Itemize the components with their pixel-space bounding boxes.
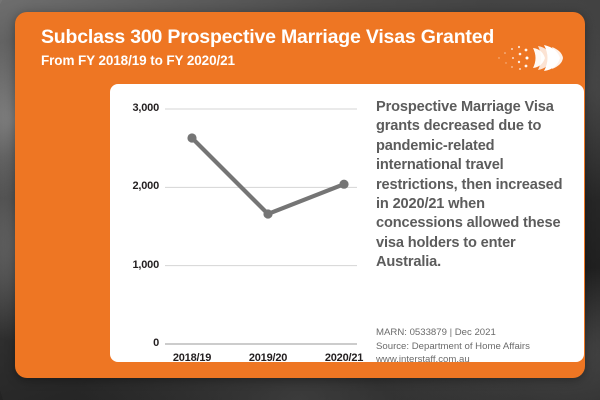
- source-department: Source: Department of Home Affairs: [376, 340, 530, 352]
- x-axis-tick-label: 2018/19: [172, 352, 212, 364]
- data-point-2018-19[interactable]: [187, 133, 197, 143]
- data-point-2019-20[interactable]: [263, 209, 273, 219]
- y-axis-tick-label: 3,000: [132, 102, 159, 114]
- line-chart: 0 1,000 2,000 3,000 2018/19 2019/20 2020/21: [110, 84, 363, 364]
- y-axis-tick-label: 2,000: [132, 180, 159, 193]
- source-block: MARN: 0533879 | Dec 2021 Source: Departm…: [376, 326, 576, 367]
- callout-text: Prospective Marriage Visa grants decreas…: [376, 99, 563, 271]
- x-axis-tick-label: 2020/21: [324, 352, 364, 364]
- content-card: 0 1,000 2,000 3,000 2018/19 2019/20 2020/21 P…: [110, 84, 584, 365]
- page-title: Subclass 300 Prospective Marriage Visas …: [41, 26, 495, 48]
- x-axis-tick-label: 2019/20: [248, 352, 288, 364]
- source-website[interactable]: www.interstaff.com.au: [376, 354, 470, 366]
- y-axis-tick-label: 0: [153, 337, 159, 349]
- callout-panel: Prospective Marriage Visa grants decreas…: [376, 98, 568, 273]
- page-subtitle: From FY 2018/19 to FY 2020/21: [41, 52, 235, 68]
- chart-data-markers: [187, 133, 349, 219]
- source-marn: MARN: 0533879 | Dec 2021: [376, 327, 496, 338]
- data-point-2020-21[interactable]: [339, 179, 349, 189]
- chart-plot-area: [165, 108, 357, 345]
- chart-gridlines: [165, 108, 357, 345]
- card-header: Subclass 300 Prospective Marriage Visas …: [15, 12, 585, 71]
- chart-series-line: [189, 135, 347, 217]
- y-axis-tick-label: 1,000: [132, 258, 159, 271]
- infographic-card: Subclass 300 Prospective Marriage Visas …: [15, 12, 585, 378]
